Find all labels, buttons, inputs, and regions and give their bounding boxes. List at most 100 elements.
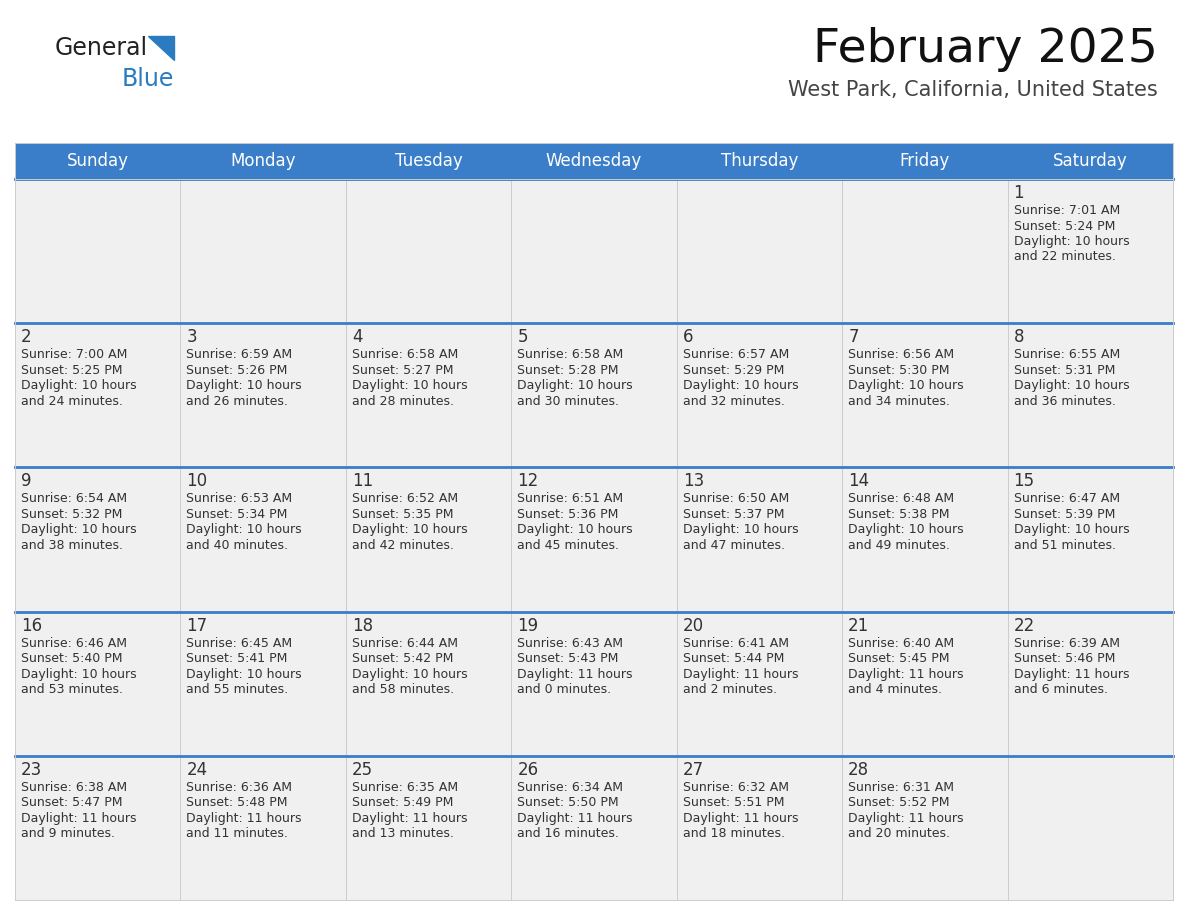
Text: Sunrise: 6:58 AM: Sunrise: 6:58 AM [352,348,459,361]
Text: 12: 12 [517,473,538,490]
Bar [511,756,677,900]
Text: Sunset: 5:24 PM: Sunset: 5:24 PM [1013,219,1116,232]
Text: Sunset: 5:42 PM: Sunset: 5:42 PM [352,652,454,666]
Text: 7: 7 [848,329,859,346]
Bar [1007,323,1173,467]
Text: Daylight: 10 hours: Daylight: 10 hours [352,523,468,536]
Text: Daylight: 11 hours: Daylight: 11 hours [187,812,302,824]
Bar [346,611,511,756]
Text: Sunrise: 6:32 AM: Sunrise: 6:32 AM [683,781,789,794]
Text: Sunset: 5:48 PM: Sunset: 5:48 PM [187,796,287,810]
Text: Sunset: 5:52 PM: Sunset: 5:52 PM [848,796,949,810]
Bar [346,179,511,323]
Text: Daylight: 11 hours: Daylight: 11 hours [21,812,137,824]
Text: Sunset: 5:46 PM: Sunset: 5:46 PM [1013,652,1116,666]
Bar [511,323,677,467]
Text: 19: 19 [517,617,538,634]
Bar [677,756,842,900]
Text: Daylight: 10 hours: Daylight: 10 hours [21,667,137,680]
Text: Sunset: 5:51 PM: Sunset: 5:51 PM [683,796,784,810]
Text: Sunrise: 6:31 AM: Sunrise: 6:31 AM [848,781,954,794]
Text: and 49 minutes.: and 49 minutes. [848,539,950,552]
Text: Sunset: 5:45 PM: Sunset: 5:45 PM [848,652,949,666]
Text: Daylight: 10 hours: Daylight: 10 hours [21,379,137,392]
Text: 13: 13 [683,473,704,490]
Text: Daylight: 10 hours: Daylight: 10 hours [517,523,633,536]
Bar [15,323,181,467]
Text: Sunrise: 6:48 AM: Sunrise: 6:48 AM [848,492,954,506]
Text: and 26 minutes.: and 26 minutes. [187,395,289,408]
Text: General: General [55,36,148,60]
Text: and 4 minutes.: and 4 minutes. [848,683,942,696]
Text: and 16 minutes.: and 16 minutes. [517,827,619,840]
Text: 18: 18 [352,617,373,634]
Bar [842,756,1007,900]
Text: 4: 4 [352,329,362,346]
Bar [511,611,677,756]
Text: Sunrise: 6:58 AM: Sunrise: 6:58 AM [517,348,624,361]
Text: 24: 24 [187,761,208,778]
Text: and 9 minutes.: and 9 minutes. [21,827,115,840]
Text: 16: 16 [21,617,42,634]
Text: Sunrise: 6:38 AM: Sunrise: 6:38 AM [21,781,127,794]
Text: and 28 minutes.: and 28 minutes. [352,395,454,408]
Text: Sunset: 5:40 PM: Sunset: 5:40 PM [21,652,122,666]
Text: Daylight: 11 hours: Daylight: 11 hours [517,667,633,680]
Text: and 32 minutes.: and 32 minutes. [683,395,784,408]
Text: 8: 8 [1013,329,1024,346]
Text: Sunset: 5:41 PM: Sunset: 5:41 PM [187,652,287,666]
Text: Daylight: 11 hours: Daylight: 11 hours [848,667,963,680]
Text: Wednesday: Wednesday [545,152,643,170]
Text: 17: 17 [187,617,208,634]
Text: Sunset: 5:28 PM: Sunset: 5:28 PM [517,364,619,376]
Text: Sunset: 5:29 PM: Sunset: 5:29 PM [683,364,784,376]
Text: Sunset: 5:31 PM: Sunset: 5:31 PM [1013,364,1116,376]
Text: 6: 6 [683,329,694,346]
Text: Daylight: 10 hours: Daylight: 10 hours [187,667,302,680]
Bar [1007,611,1173,756]
Bar [1007,179,1173,323]
Text: and 30 minutes.: and 30 minutes. [517,395,619,408]
Text: Daylight: 10 hours: Daylight: 10 hours [848,523,963,536]
Text: and 22 minutes.: and 22 minutes. [1013,251,1116,263]
Text: and 2 minutes.: and 2 minutes. [683,683,777,696]
Polygon shape [148,36,173,60]
Text: Sunrise: 6:52 AM: Sunrise: 6:52 AM [352,492,459,506]
Bar [181,611,346,756]
Text: 10: 10 [187,473,208,490]
Text: Daylight: 10 hours: Daylight: 10 hours [517,379,633,392]
Text: Sunset: 5:35 PM: Sunset: 5:35 PM [352,508,454,521]
Text: 22: 22 [1013,617,1035,634]
Text: and 18 minutes.: and 18 minutes. [683,827,785,840]
Text: 28: 28 [848,761,870,778]
Text: Daylight: 10 hours: Daylight: 10 hours [187,379,302,392]
Text: Daylight: 10 hours: Daylight: 10 hours [848,379,963,392]
Text: Daylight: 11 hours: Daylight: 11 hours [352,812,467,824]
Text: Sunset: 5:50 PM: Sunset: 5:50 PM [517,796,619,810]
Text: and 24 minutes.: and 24 minutes. [21,395,122,408]
Text: Sunrise: 6:46 AM: Sunrise: 6:46 AM [21,636,127,650]
Bar [181,323,346,467]
Text: 26: 26 [517,761,538,778]
Bar [346,323,511,467]
Bar [346,467,511,611]
Text: and 20 minutes.: and 20 minutes. [848,827,950,840]
Text: and 11 minutes.: and 11 minutes. [187,827,289,840]
Bar [842,611,1007,756]
Text: Daylight: 10 hours: Daylight: 10 hours [1013,235,1130,248]
Text: Sunrise: 6:43 AM: Sunrise: 6:43 AM [517,636,624,650]
Text: Sunrise: 6:45 AM: Sunrise: 6:45 AM [187,636,292,650]
Text: and 34 minutes.: and 34 minutes. [848,395,950,408]
Text: Daylight: 11 hours: Daylight: 11 hours [1013,667,1129,680]
Text: Daylight: 11 hours: Daylight: 11 hours [683,812,798,824]
Text: and 47 minutes.: and 47 minutes. [683,539,785,552]
Text: and 40 minutes.: and 40 minutes. [187,539,289,552]
Text: Daylight: 11 hours: Daylight: 11 hours [848,812,963,824]
Text: Saturday: Saturday [1053,152,1127,170]
Text: Sunset: 5:44 PM: Sunset: 5:44 PM [683,652,784,666]
Text: Sunrise: 6:59 AM: Sunrise: 6:59 AM [187,348,292,361]
Text: Sunrise: 6:35 AM: Sunrise: 6:35 AM [352,781,459,794]
Text: Sunset: 5:27 PM: Sunset: 5:27 PM [352,364,454,376]
Text: Sunset: 5:47 PM: Sunset: 5:47 PM [21,796,122,810]
Text: Daylight: 10 hours: Daylight: 10 hours [187,523,302,536]
